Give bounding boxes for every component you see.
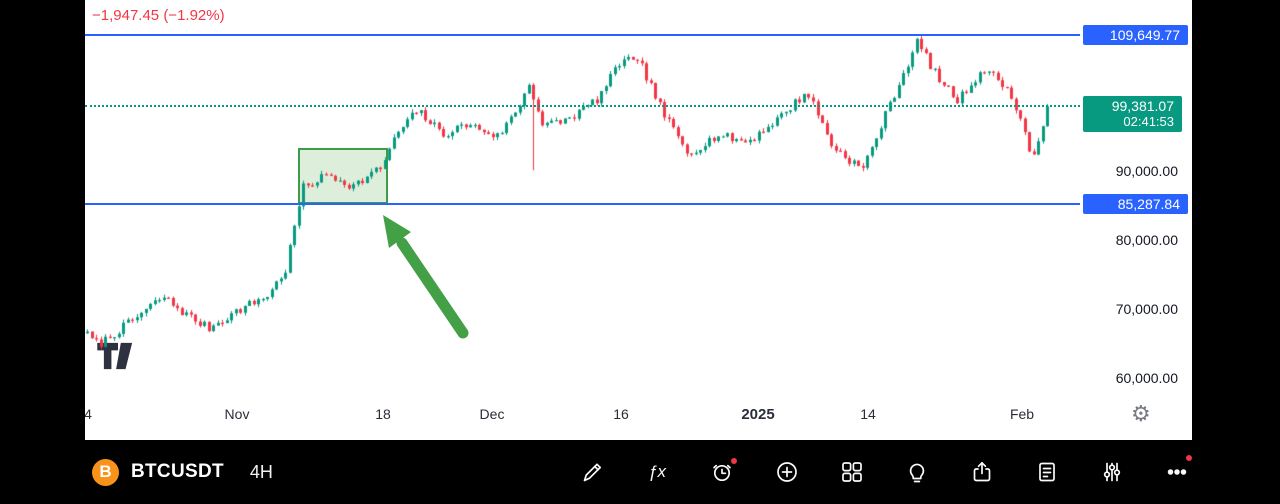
price-tick: 70,000.00: [1115, 301, 1178, 317]
layouts-icon[interactable]: [839, 459, 865, 485]
add-icon[interactable]: [774, 459, 800, 485]
current-price-badge: 99,381.07 02:41:53: [1083, 96, 1182, 133]
price-axis[interactable]: 90,000.00 80,000.00 70,000.00 60,000.00 …: [1080, 0, 1192, 440]
draw-icon[interactable]: [579, 459, 605, 485]
support-line[interactable]: [85, 202, 1080, 205]
settings-sliders-icon[interactable]: [1099, 459, 1125, 485]
more-notification-dot: [1185, 454, 1193, 462]
symbol-button[interactable]: BTCUSDT: [131, 461, 224, 482]
share-icon[interactable]: [969, 459, 995, 485]
indicators-icon[interactable]: ƒx: [648, 462, 666, 481]
price-change-label: −1,947.45 (−1.92%): [92, 7, 225, 24]
support-badge: 85,287.84: [1083, 193, 1188, 214]
bar-countdown: 02:41:53: [1123, 114, 1174, 130]
interval-button[interactable]: 4H: [249, 461, 273, 482]
notes-icon[interactable]: [1034, 459, 1060, 485]
resistance-badge: 109,649.77: [1083, 25, 1188, 46]
price-tick: 90,000.00: [1115, 163, 1178, 179]
chart-settings-gear-icon[interactable]: ⚙: [1131, 401, 1151, 426]
current-price-line: [85, 105, 1080, 108]
left-letterbox: [0, 0, 85, 440]
current-price-value: 99,381.07: [1111, 98, 1174, 115]
ideas-icon[interactable]: [904, 459, 930, 485]
resistance-line[interactable]: [85, 34, 1080, 37]
alert-notification-dot: [730, 457, 738, 465]
price-tick: 60,000.00: [1115, 370, 1178, 386]
chart-panel: −1,947.45 (−1.92%) 90,000.00 80,000.00 7…: [85, 0, 1192, 440]
more-icon[interactable]: [1164, 454, 1193, 485]
right-letterbox: [1192, 0, 1280, 440]
price-tick: 80,000.00: [1115, 232, 1178, 248]
alert-icon[interactable]: [709, 457, 738, 485]
bottom-toolbar: B BTCUSDT 4H ƒx: [0, 440, 1280, 504]
price-chart-canvas[interactable]: [85, 0, 1080, 440]
bitcoin-icon: B: [92, 458, 119, 486]
chart-plot-area[interactable]: −1,947.45 (−1.92%): [85, 0, 1080, 440]
